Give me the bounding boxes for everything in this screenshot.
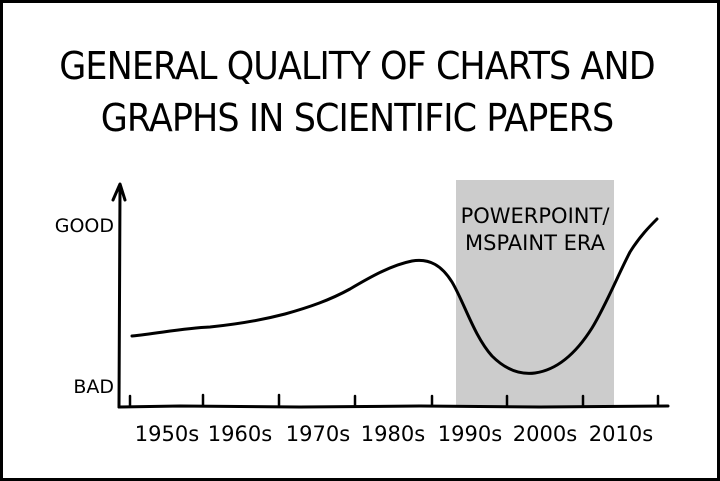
title-line-1: GENERAL QUALITY OF CHARTS AND bbox=[59, 44, 655, 88]
y-label-good: GOOD bbox=[55, 215, 114, 237]
y-axis bbox=[117, 188, 122, 409]
era-label-line-2: MSPAINT ERA bbox=[465, 231, 606, 255]
x-tick-labels: 1950s 1960s 1970s 1980s 1990s 2000s 2010… bbox=[135, 422, 653, 446]
x-label-2010s: 2010s bbox=[589, 422, 653, 446]
era-label-line-1: POWERPOINT/ bbox=[461, 204, 611, 228]
x-label-2000s: 2000s bbox=[513, 422, 577, 446]
quality-line bbox=[130, 217, 659, 375]
y-axis-arrow-icon bbox=[111, 182, 127, 202]
x-label-1990s: 1990s bbox=[438, 422, 502, 446]
x-label-1980s: 1980s bbox=[361, 422, 425, 446]
chart-title: GENERAL QUALITY OF CHARTS AND GRAPHS IN … bbox=[29, 40, 686, 144]
x-axis bbox=[117, 404, 670, 409]
y-label-bad: BAD bbox=[73, 376, 114, 398]
x-label-1970s: 1970s bbox=[286, 422, 350, 446]
x-label-1950s: 1950s bbox=[135, 422, 199, 446]
x-ticks bbox=[128, 393, 660, 408]
title-line-2: GRAPHS IN SCIENTIFIC PAPERS bbox=[100, 96, 614, 140]
powerpoint-era-shade bbox=[456, 180, 614, 407]
x-label-1960s: 1960s bbox=[208, 422, 272, 446]
